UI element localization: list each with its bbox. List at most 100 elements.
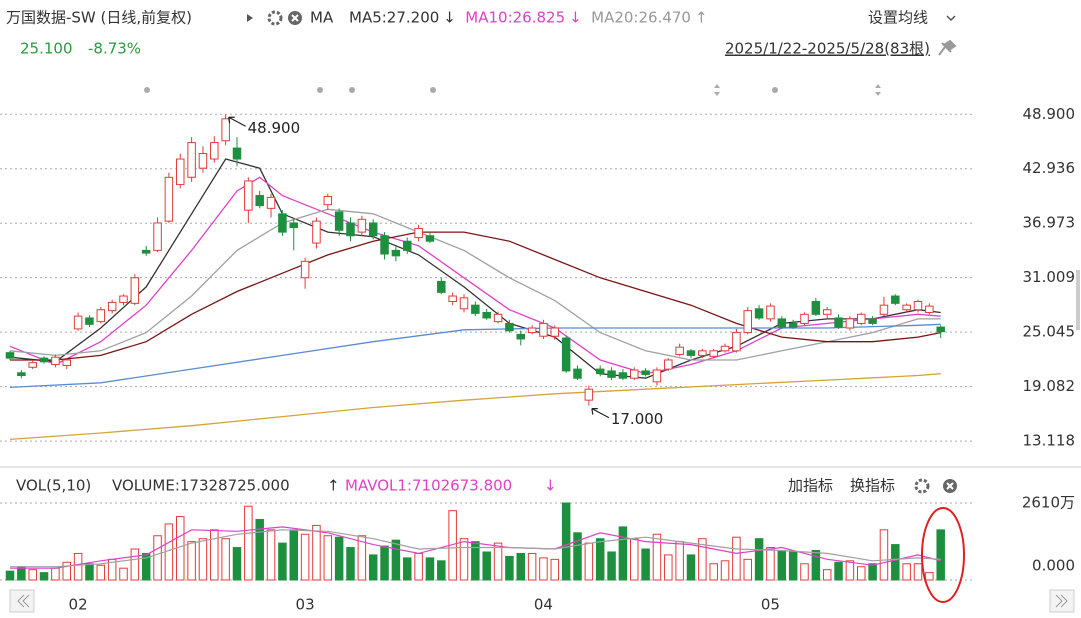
ma-arrow: ↓ [443,9,456,27]
event-marker[interactable] [317,87,323,93]
x-tick-label: 03 [296,596,315,614]
volume-bar [720,560,730,581]
candle-body [630,369,639,379]
volume-bar [902,563,911,581]
y-tick-label: 13.118 [1023,432,1076,450]
candle-body [300,260,310,279]
volume-bar [686,554,696,581]
volume-bar [232,547,242,581]
scroll-left[interactable] [9,589,35,613]
gear-icon[interactable] [914,478,930,494]
volume-bar [482,551,491,581]
event-marker[interactable] [144,87,150,93]
volume-bar [857,566,866,581]
volume-text: VOLUME:17328725.000 [112,477,290,495]
candle-body [244,180,253,211]
annotation-label: 17.000 [611,410,664,428]
candle-body [936,326,945,333]
volume-bar [266,529,276,581]
candle-body [618,372,628,379]
candle-body [811,301,821,315]
volume-bar [255,519,264,581]
volume-bar [471,541,480,581]
candle-body [720,345,730,352]
switch-indicator[interactable]: 换指标 [850,477,895,495]
settings-button[interactable]: 设置均线 [868,9,928,27]
candle-body [709,350,718,357]
candle-body [698,350,707,356]
vol-ma-line [10,529,941,568]
candle-body [766,305,775,320]
volume-bar [289,529,298,581]
volume-bar [811,549,821,581]
volume-arrow: ↑ [327,477,340,495]
volume-bar [925,572,934,581]
candle-body [664,359,673,370]
ma-value: MA10:26.825 [465,9,565,27]
candle-body [357,218,367,233]
volume-bar [368,554,378,581]
volume-bar [96,564,106,581]
volume-bar [527,552,537,581]
volume-bar [221,538,230,581]
menu-arrow[interactable] [247,14,253,22]
volume-bar [516,552,525,581]
candle-body [5,352,15,359]
ma-line [9,158,941,379]
volume-bar [459,538,469,581]
event-marker[interactable] [349,87,355,93]
volume-bar [822,569,832,581]
volume-bar [425,557,435,581]
x-tick-label: 02 [69,596,88,614]
plot: 13.118 19.082 25.045 31.009 36.973 42.936 48.9… [0,105,1075,614]
vol-title: VOL(5,10) [16,477,91,495]
candle-body [675,346,684,355]
volume-bar [539,557,548,581]
volume-bar [141,552,151,581]
pin-icon[interactable] [938,39,957,56]
ma-line [10,231,941,361]
volume-bar [868,563,877,581]
volume-bar [891,544,900,581]
volume-bar [754,538,764,581]
mavol-text: MAVOL1:7102673.800 [345,477,512,495]
volume-bar [845,560,855,581]
candle-body [788,322,798,328]
candle-body [164,176,174,222]
volume-bar [119,567,128,581]
candle-body [62,359,71,366]
event-marker[interactable] [430,87,436,93]
volume-bar [664,554,673,581]
candle-body [107,301,117,312]
indicator-name: MA [310,9,334,27]
candle-body [550,327,560,337]
add-indicator[interactable]: 加指标 [788,477,833,495]
vol-ma-line [10,526,941,569]
ma-arrow: ↓ [569,9,582,27]
y-tick-label: 25.045 [1023,323,1076,341]
volume-bar [210,529,219,581]
candle-body [561,337,571,372]
volume-bar [766,547,775,581]
candle-body [391,249,401,257]
candle-body [607,370,616,378]
volume-bar [28,569,37,581]
annotation-arrow [591,408,610,419]
volume-bar [244,505,253,581]
candle-body [346,222,355,237]
candle-body [732,332,741,352]
date-range[interactable]: 2025/1/22-2025/5/28(83根) [725,40,930,58]
candle-body [255,195,264,207]
candle-body [777,318,787,328]
event-marker[interactable] [772,87,778,93]
candle-body [28,362,37,368]
gear-icon[interactable] [267,10,283,26]
candle-body [323,195,333,206]
change-percent: -8.73% [88,40,141,58]
volume-bar [312,524,321,581]
candle-body [39,357,49,363]
candle-body [459,297,469,310]
candle-body [595,368,605,375]
candle-body [754,308,764,319]
